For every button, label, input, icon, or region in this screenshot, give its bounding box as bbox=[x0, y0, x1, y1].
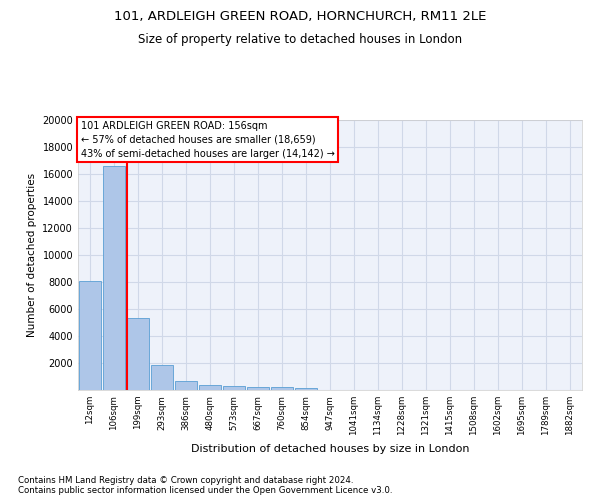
Bar bbox=[127, 318, 149, 390]
Text: Contains HM Land Registry data © Crown copyright and database right 2024.
Contai: Contains HM Land Registry data © Crown c… bbox=[18, 476, 392, 495]
Bar bbox=[79, 280, 101, 390]
Bar bbox=[247, 387, 269, 390]
Bar bbox=[223, 386, 245, 390]
Bar bbox=[151, 365, 173, 390]
Text: Size of property relative to detached houses in London: Size of property relative to detached ho… bbox=[138, 32, 462, 46]
Bar bbox=[271, 388, 293, 390]
Bar bbox=[199, 386, 221, 390]
Bar bbox=[295, 388, 317, 390]
X-axis label: Distribution of detached houses by size in London: Distribution of detached houses by size … bbox=[191, 444, 469, 454]
Text: 101, ARDLEIGH GREEN ROAD, HORNCHURCH, RM11 2LE: 101, ARDLEIGH GREEN ROAD, HORNCHURCH, RM… bbox=[114, 10, 486, 23]
Bar bbox=[103, 166, 125, 390]
Text: 101 ARDLEIGH GREEN ROAD: 156sqm
← 57% of detached houses are smaller (18,659)
43: 101 ARDLEIGH GREEN ROAD: 156sqm ← 57% of… bbox=[80, 120, 334, 158]
Bar bbox=[175, 381, 197, 390]
Y-axis label: Number of detached properties: Number of detached properties bbox=[27, 173, 37, 337]
